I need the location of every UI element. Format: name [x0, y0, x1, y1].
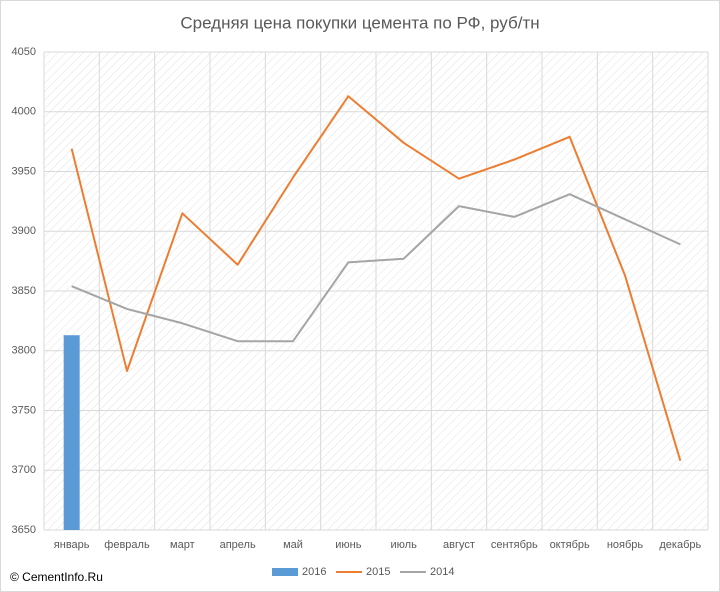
source: © CementInfo.Ru	[10, 570, 103, 584]
legend-label: 2015	[366, 566, 390, 578]
y-tick-label: 3800	[12, 345, 36, 357]
chart-title: Средняя цена покупки цемента по РФ, руб/…	[180, 13, 539, 32]
y-tick-label: 3650	[12, 524, 36, 536]
legend-swatch	[272, 568, 298, 576]
legend-label: 2014	[430, 566, 454, 578]
x-tick-label: ноябрь	[607, 539, 644, 551]
y-tick-label: 3900	[12, 225, 36, 237]
x-tick-label: декабрь	[659, 539, 701, 551]
x-tick-label: сентябрь	[491, 539, 538, 551]
y-tick-label: 4000	[12, 106, 36, 118]
bar	[63, 335, 80, 530]
series-line	[71, 193, 681, 343]
x-tick-label: февраль	[104, 539, 150, 551]
x-tick-label: январь	[54, 539, 90, 551]
series-line	[70, 95, 682, 461]
x-tick-label: март	[170, 539, 195, 551]
x-tick-label: июнь	[335, 539, 361, 551]
y-tick-label: 3950	[12, 165, 36, 177]
y-tick-label: 3750	[12, 404, 36, 416]
x-tick-label: май	[283, 539, 303, 551]
x-tick-label: октябрь	[550, 539, 590, 551]
x-tick-label: апрель	[220, 539, 256, 551]
x-tick-label: июль	[391, 539, 418, 551]
y-tick-label: 4050	[12, 46, 36, 58]
y-tick-label: 3850	[12, 285, 36, 297]
y-tick-label: 3700	[12, 464, 36, 476]
x-tick-label: август	[443, 539, 475, 551]
legend-label: 2016	[302, 566, 326, 578]
